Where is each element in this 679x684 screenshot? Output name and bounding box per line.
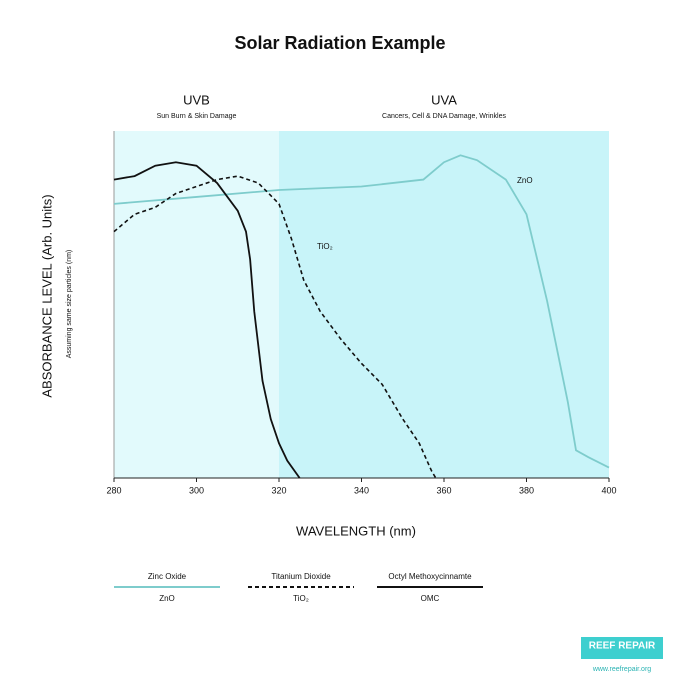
series-label: TiO₂	[317, 242, 333, 251]
region-name: UVA	[431, 92, 457, 107]
legend-label: TiO₂	[293, 594, 309, 603]
x-tick-label: 320	[271, 485, 286, 495]
series-line	[113, 175, 437, 479]
legend-name: Octyl Methoxycinnamte	[388, 572, 472, 581]
x-tick-label: 360	[436, 485, 451, 495]
url: www.reefrepair.org	[592, 666, 651, 673]
region	[279, 131, 609, 478]
legend-label: OMC	[421, 594, 440, 603]
legend-name: Titanium Dioxide	[271, 572, 331, 581]
chart-title: Solar Radiation Example	[234, 33, 445, 53]
x-axis-label: WAVELENGTH (nm)	[296, 523, 416, 538]
x-tick-label: 340	[354, 485, 369, 495]
x-tick-label: 400	[601, 485, 616, 495]
legend-name: Zinc Oxide	[148, 572, 187, 581]
region-subtitle: Sun Burn & Skin Damage	[157, 113, 237, 120]
series-line	[113, 154, 610, 469]
y-axis-label: ABSORBANCE LEVEL (Arb. Units)	[39, 194, 54, 397]
series-line	[113, 161, 301, 479]
series-label: ZnO	[517, 176, 533, 185]
logo-text: REEF REPAIR	[589, 641, 656, 652]
x-tick-label: 380	[519, 485, 534, 495]
region	[114, 131, 279, 478]
y-axis-sublabel: Assuming same size particles (nm)	[66, 250, 73, 359]
region-subtitle: Cancers, Cell & DNA Damage, Wrinkles	[382, 113, 506, 120]
legend-label: ZnO	[159, 594, 175, 603]
region-name: UVB	[183, 92, 210, 107]
logo	[581, 637, 663, 659]
x-tick-label: 300	[189, 485, 204, 495]
x-tick-label: 280	[106, 485, 121, 495]
